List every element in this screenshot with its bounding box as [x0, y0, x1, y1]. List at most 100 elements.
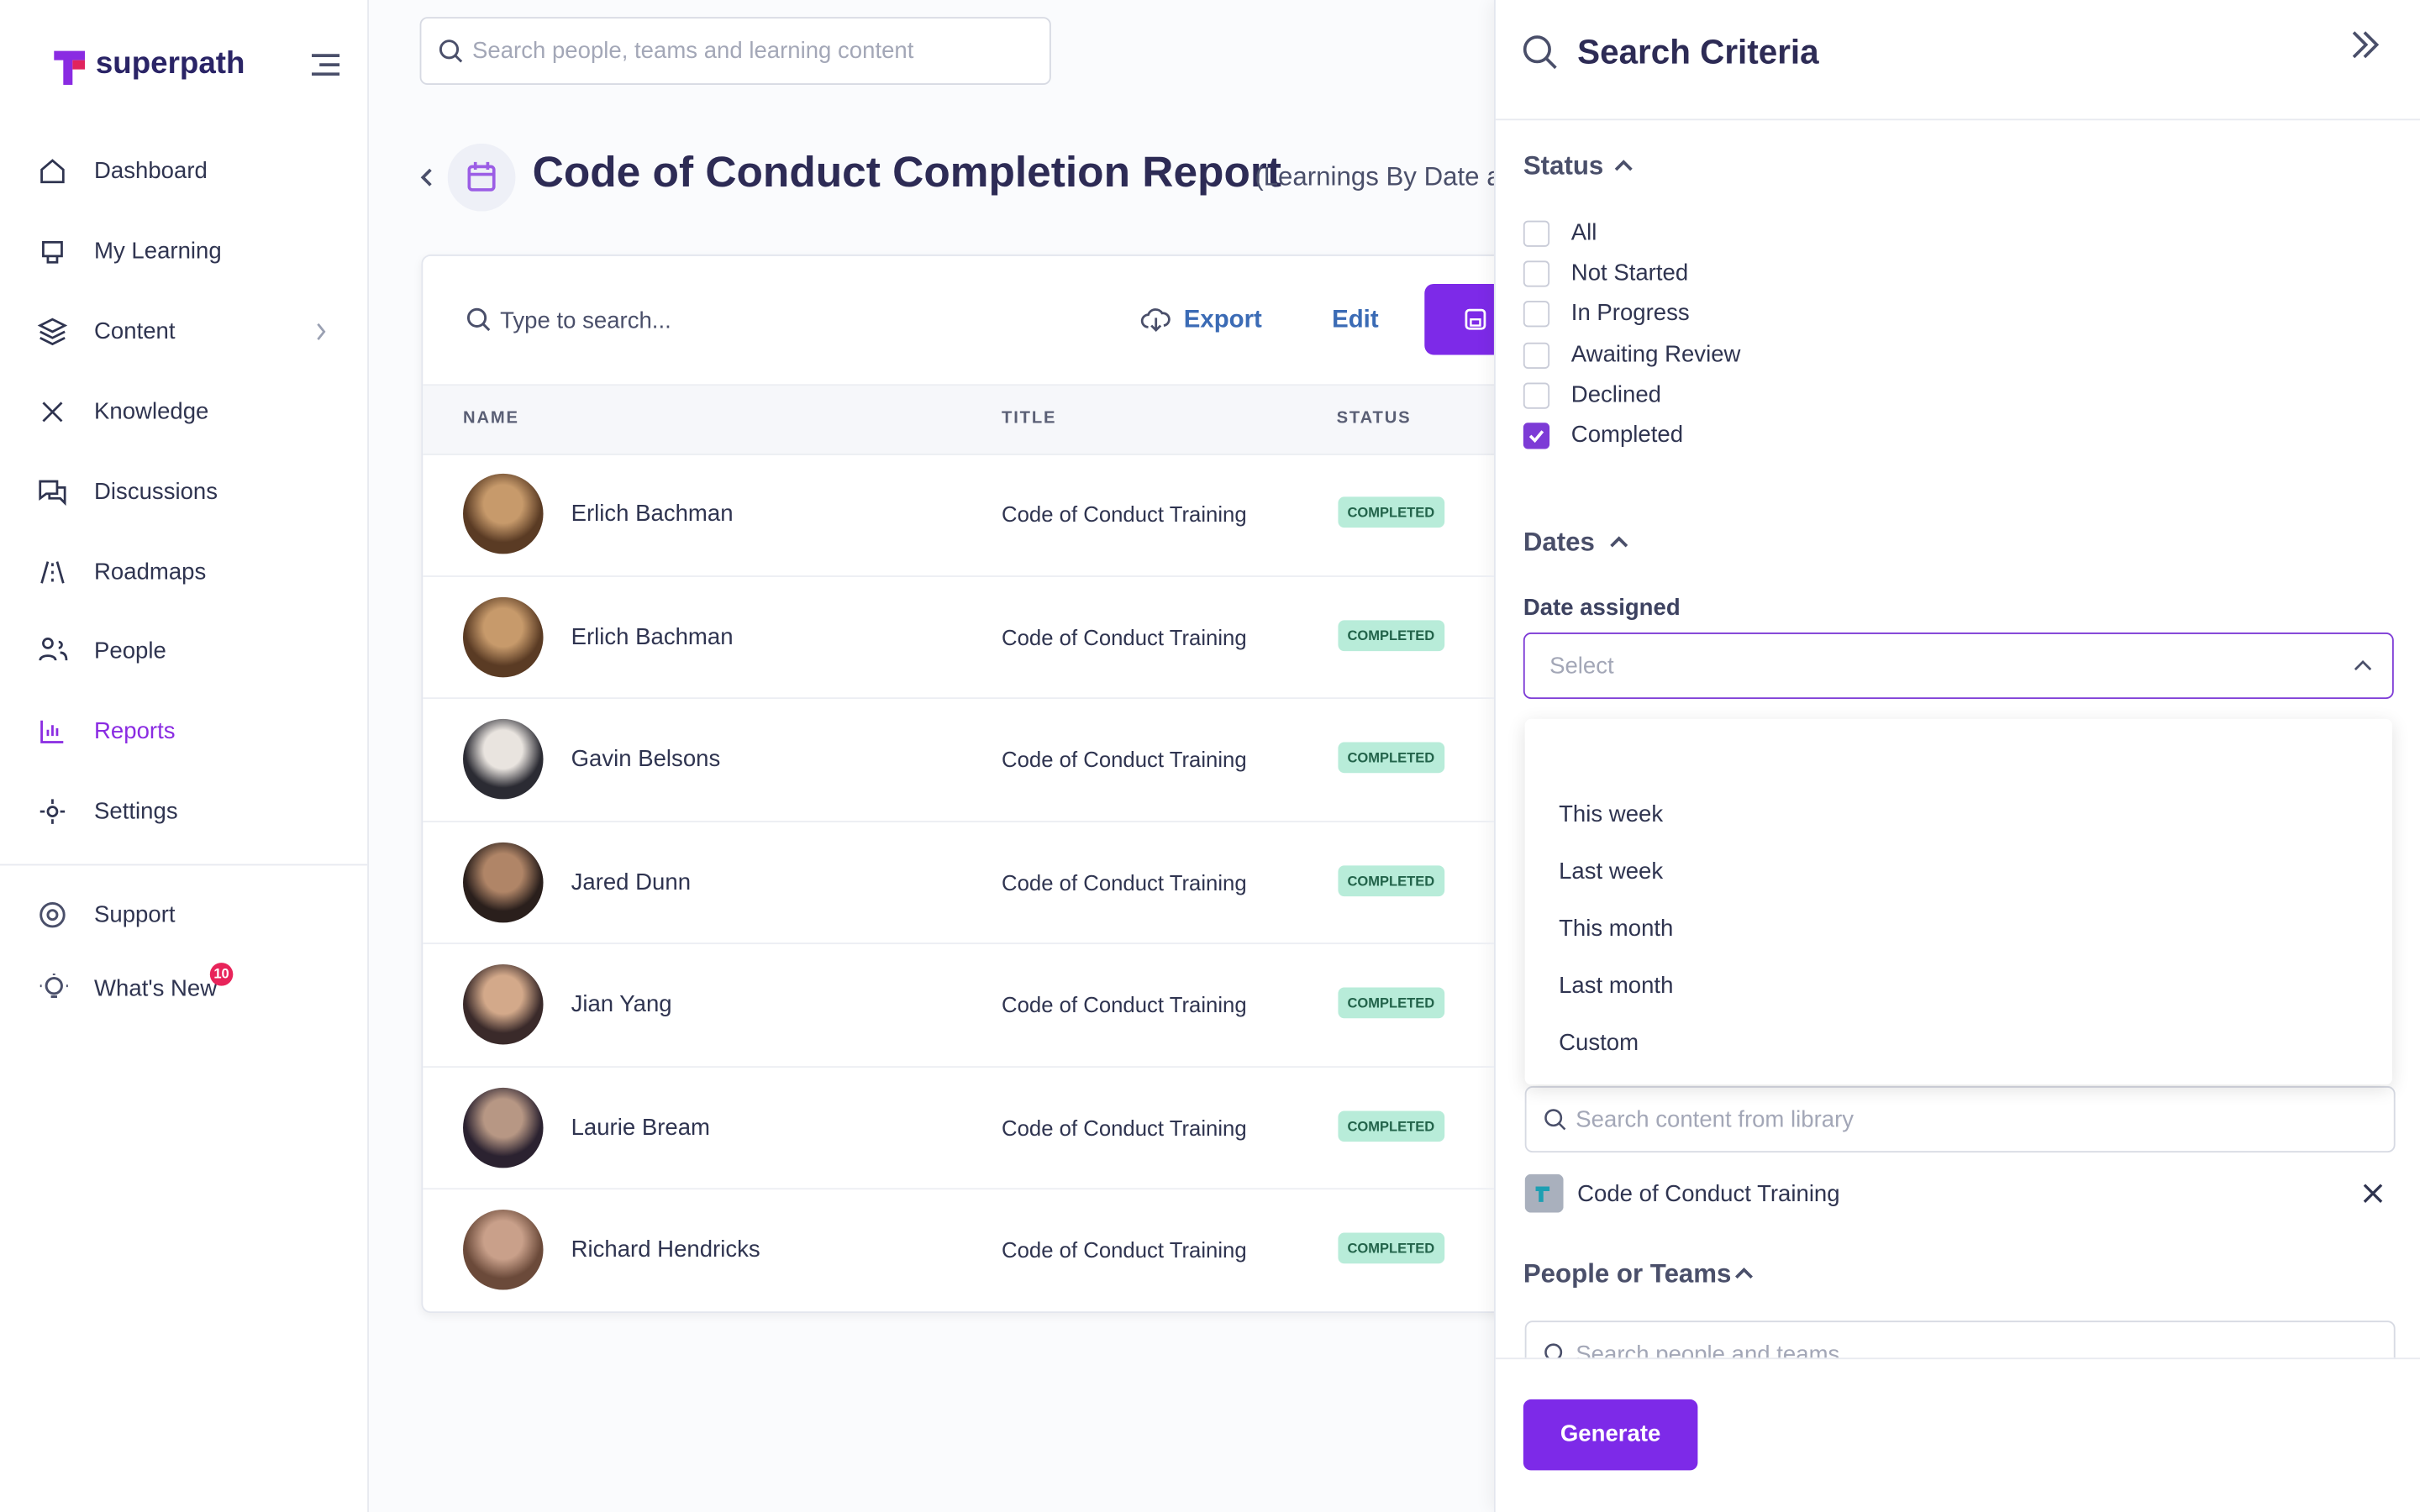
- notification-badge: 10: [209, 963, 234, 986]
- row-divider: [423, 1188, 1494, 1190]
- nav-whats-new[interactable]: What's New: [94, 975, 218, 1002]
- nav-item[interactable]: Dashboard: [94, 158, 208, 185]
- status-badge: COMPLETED: [1338, 496, 1444, 528]
- person-name: Erlich Bachman: [571, 623, 734, 650]
- checkbox[interactable]: [1523, 423, 1550, 449]
- learning-title: Code of Conduct Training: [1002, 623, 1247, 649]
- status-badge: COMPLETED: [1338, 1232, 1444, 1264]
- checkbox[interactable]: [1523, 301, 1550, 328]
- select-placeholder: Select: [1549, 653, 1614, 680]
- learning-title: Code of Conduct Training: [1002, 869, 1247, 895]
- table-header: [423, 384, 1593, 455]
- avatar: [463, 718, 544, 800]
- content-search[interactable]: Search content from library: [1524, 1086, 2396, 1153]
- nav-icon: [42, 401, 63, 422]
- row-divider: [423, 820, 1494, 822]
- global-search[interactable]: Search people, teams and learning conten…: [419, 17, 1051, 86]
- date-option[interactable]: Custom: [1559, 1030, 1639, 1057]
- save-icon: [1465, 308, 1486, 330]
- status-option[interactable]: Not Started: [1570, 260, 1689, 287]
- avatar: [463, 963, 544, 1045]
- status-option[interactable]: Completed: [1570, 422, 1684, 449]
- nav-icon: [37, 318, 68, 345]
- report-title: Code of Conduct Completion Report: [532, 148, 1282, 197]
- nav-item[interactable]: Reports: [94, 718, 176, 745]
- status-option[interactable]: Awaiting Review: [1570, 341, 1741, 368]
- nav-item[interactable]: Roadmaps: [94, 558, 207, 585]
- date-option[interactable]: This month: [1559, 916, 1674, 942]
- divider: [1495, 118, 2420, 121]
- avatar: [463, 473, 544, 554]
- nav-item[interactable]: People: [94, 638, 166, 665]
- check-mark: [1528, 430, 1544, 444]
- expand-chevron[interactable]: [315, 323, 328, 341]
- status-option[interactable]: All: [1570, 219, 1597, 246]
- row-divider: [423, 697, 1494, 700]
- checkbox[interactable]: [1523, 220, 1550, 247]
- date-assigned-select[interactable]: Select: [1523, 633, 2394, 700]
- support-icon: [39, 901, 66, 928]
- report-subtitle: (Learnings By Date a: [1255, 161, 1502, 192]
- collapse-panel[interactable]: [2349, 29, 2381, 60]
- learning-title: Code of Conduct Training: [1002, 501, 1247, 527]
- date-option[interactable]: This week: [1559, 801, 1664, 828]
- table-search-icon: [466, 307, 491, 332]
- nav-item[interactable]: Settings: [94, 798, 178, 826]
- nav-icon: [39, 638, 68, 662]
- checkbox[interactable]: [1523, 342, 1550, 369]
- nav-support[interactable]: Support: [94, 901, 176, 928]
- search-criteria-panel: Search Criteria Status Dates Date assign…: [1493, 0, 2420, 1512]
- status-badge: COMPLETED: [1338, 742, 1444, 774]
- sidebar: superpath Support What's New 10 Dashboar…: [0, 0, 369, 1512]
- person-name: Jian Yang: [571, 991, 672, 1018]
- select-caret: [2354, 660, 2372, 671]
- nav-icon: [40, 560, 65, 583]
- status-badge: COMPLETED: [1338, 987, 1444, 1019]
- status-option[interactable]: Declined: [1570, 381, 1662, 408]
- person-name: Gavin Belsons: [571, 746, 721, 773]
- nav-icon: [39, 799, 66, 825]
- avatar: [463, 1086, 544, 1168]
- remove-content[interactable]: [2363, 1184, 2383, 1204]
- nav-item[interactable]: My Learning: [94, 238, 222, 265]
- date-option[interactable]: Last week: [1559, 858, 1664, 885]
- checkbox[interactable]: [1523, 260, 1550, 287]
- menu-toggle[interactable]: [310, 52, 341, 76]
- nav-item[interactable]: Content: [94, 318, 176, 345]
- date-option[interactable]: Last month: [1559, 973, 1674, 1000]
- person-name: Erlich Bachman: [571, 501, 734, 528]
- logo[interactable]: superpath: [95, 47, 245, 81]
- status-badge: COMPLETED: [1338, 1110, 1444, 1142]
- caret-up: [1735, 1268, 1753, 1279]
- nav-item[interactable]: Discussions: [94, 478, 218, 505]
- generate-button[interactable]: Generate: [1523, 1399, 1698, 1471]
- learning-title: Code of Conduct Training: [1002, 1237, 1247, 1263]
- row-divider: [423, 1065, 1494, 1068]
- panel-title: Search Criteria: [1577, 32, 1819, 71]
- row-divider: [423, 942, 1494, 945]
- table-search[interactable]: Type to search...: [500, 307, 671, 334]
- column-header: NAME: [463, 408, 519, 428]
- content-search-placeholder: Search content from library: [1576, 1106, 1854, 1134]
- checkbox[interactable]: [1523, 382, 1550, 409]
- whats-new-icon: [39, 973, 68, 999]
- nav-item[interactable]: Knowledge: [94, 398, 209, 425]
- status-heading[interactable]: Status: [1523, 151, 1604, 181]
- export-button[interactable]: Export: [1183, 307, 1262, 333]
- dates-heading[interactable]: Dates: [1523, 528, 1595, 558]
- column-header: STATUS: [1336, 408, 1412, 428]
- people-heading[interactable]: People or Teams: [1523, 1258, 1732, 1289]
- divider: [0, 864, 368, 866]
- logo-icon: [54, 50, 86, 86]
- learning-title: Code of Conduct Training: [1002, 1115, 1247, 1140]
- avatar: [463, 596, 544, 677]
- edit-button[interactable]: Edit: [1332, 307, 1379, 333]
- status-option[interactable]: In Progress: [1570, 300, 1690, 328]
- export-icon: [1140, 308, 1171, 333]
- person-name: Jared Dunn: [571, 869, 692, 895]
- avatar: [463, 841, 544, 922]
- back-button[interactable]: [418, 166, 434, 188]
- status-badge: COMPLETED: [1338, 864, 1444, 896]
